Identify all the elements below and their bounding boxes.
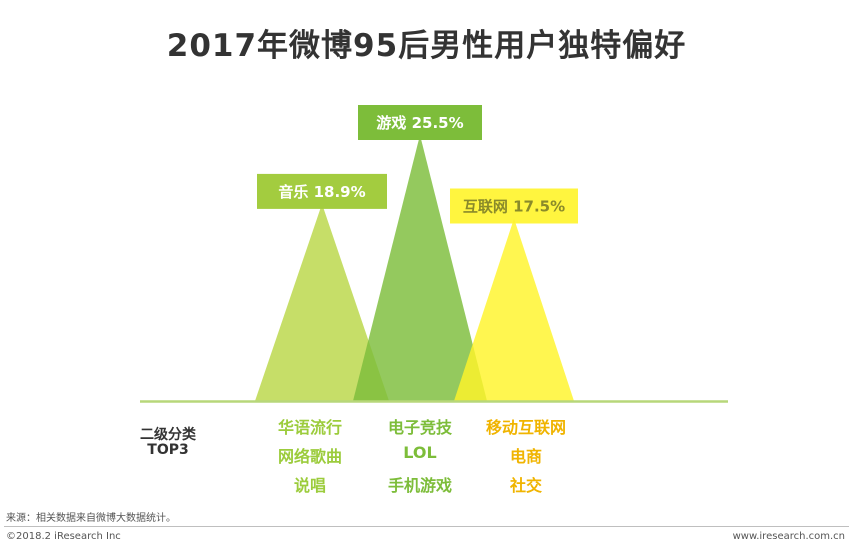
footer-divider — [4, 526, 849, 527]
subcategory-1-1: LOL — [403, 443, 437, 462]
site-url: www.iresearch.com.cn — [732, 531, 845, 542]
subcategory-1-2: 手机游戏 — [387, 476, 452, 495]
subcategory-2-0: 移动互联网 — [485, 418, 566, 437]
peak-0 — [255, 203, 389, 401]
peak-2 — [454, 218, 574, 401]
subcategory-2-2: 社交 — [509, 476, 542, 495]
subcategory-0-0: 华语流行 — [277, 418, 342, 437]
subcategory-0-2: 说唱 — [293, 476, 326, 495]
copyright: ©2018.2 iResearch Inc — [6, 531, 121, 542]
value-label-box-1 — [358, 105, 482, 140]
chart-title: 2017年微博95后男性用户独特偏好 — [166, 28, 687, 64]
value-label-0: 音乐 18.9% — [278, 183, 365, 201]
row-label-line-2: TOP3 — [147, 442, 189, 458]
subcategory-1-0: 电子竞技 — [387, 418, 452, 437]
value-label-box-0 — [257, 173, 387, 209]
value-label-2: 互联网 17.5% — [463, 198, 565, 216]
value-label-box-2 — [450, 188, 578, 224]
subcategory-0-1: 网络歌曲 — [277, 447, 342, 466]
peak-1 — [353, 135, 487, 401]
value-label-1: 游戏 25.5% — [376, 114, 463, 132]
source-note: 来源：相关数据来自微博大数据统计。 — [6, 513, 176, 524]
subcategory-2-1: 电商 — [509, 447, 542, 466]
row-label-line-1: 二级分类 — [140, 427, 196, 443]
